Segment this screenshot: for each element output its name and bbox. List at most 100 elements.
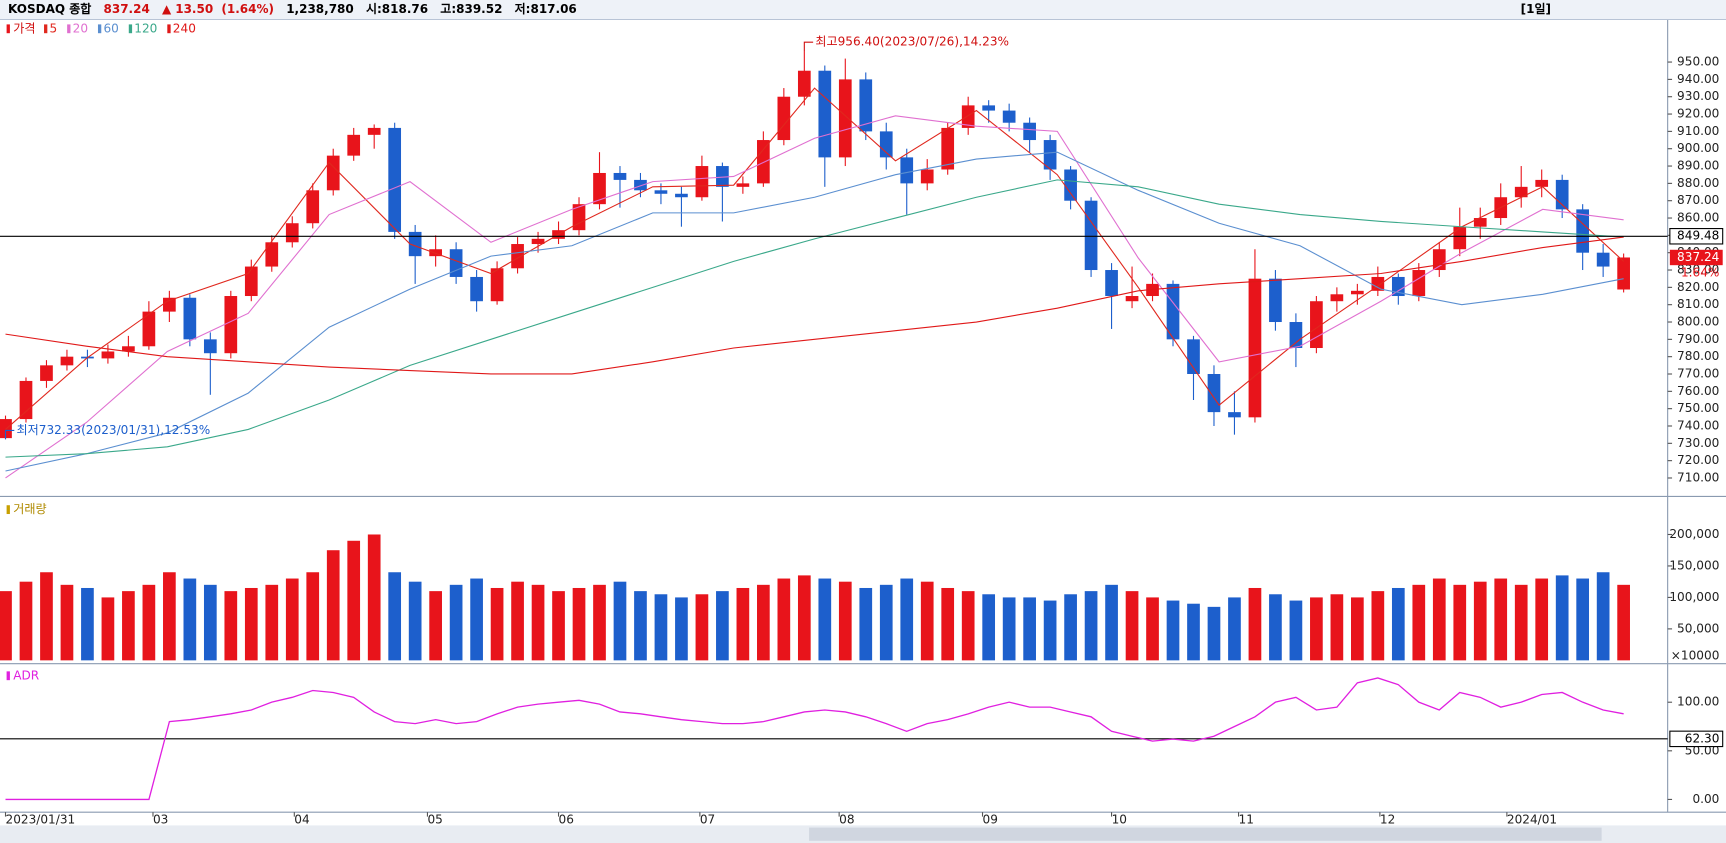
candle-body bbox=[1473, 218, 1487, 227]
reference-label: 62.30 bbox=[1685, 731, 1720, 745]
candle-body bbox=[19, 380, 33, 420]
volume-bar bbox=[81, 587, 94, 661]
period[interactable]: [1일] bbox=[1520, 2, 1551, 16]
scrollbar-thumb[interactable] bbox=[809, 827, 1602, 841]
volume-bar bbox=[1330, 594, 1344, 661]
panel-title: ADR bbox=[13, 668, 40, 682]
volume-bar bbox=[244, 587, 258, 661]
volume-bar bbox=[19, 581, 33, 661]
legend-swatch bbox=[97, 24, 102, 34]
volume-bar bbox=[163, 572, 176, 661]
price: 837.24 bbox=[103, 2, 150, 16]
volume-bar bbox=[224, 591, 238, 661]
y-tick-label: 900.00 bbox=[1677, 141, 1719, 155]
candle-body bbox=[982, 105, 996, 111]
candle-body bbox=[163, 297, 176, 312]
candle-body bbox=[101, 351, 115, 359]
volume-bar bbox=[982, 594, 996, 661]
volume-bar bbox=[1596, 572, 1610, 661]
candle-body bbox=[572, 204, 586, 231]
annotation-arrow bbox=[4, 429, 15, 440]
volume-bar bbox=[1269, 594, 1282, 661]
volume-bar bbox=[1473, 581, 1487, 661]
legend-swatch bbox=[6, 24, 10, 34]
candle-body bbox=[449, 249, 463, 277]
volume-bar bbox=[142, 584, 156, 661]
candle-body bbox=[1453, 226, 1467, 250]
volume-bar bbox=[593, 584, 606, 661]
candle-body bbox=[388, 127, 402, 232]
candle-body bbox=[1002, 110, 1016, 123]
volume-bar bbox=[183, 578, 197, 661]
volume-bar bbox=[408, 581, 422, 661]
volume-bar bbox=[60, 584, 74, 661]
volume-bar bbox=[695, 594, 709, 661]
candle-body bbox=[1207, 374, 1221, 413]
candle-body bbox=[40, 365, 53, 381]
x-tick-label: 08 bbox=[839, 812, 854, 826]
candle-body bbox=[306, 190, 320, 224]
volume-bar bbox=[757, 584, 770, 661]
candle-body bbox=[122, 346, 135, 352]
volume-bar bbox=[1535, 578, 1549, 661]
volume-bar bbox=[1289, 600, 1303, 661]
candle-body bbox=[1576, 209, 1590, 253]
candle-body bbox=[490, 268, 504, 302]
volume-bar bbox=[654, 594, 668, 661]
y-tick-label: 750.00 bbox=[1677, 401, 1719, 415]
reference-label-box bbox=[1669, 730, 1724, 748]
candle-body bbox=[285, 223, 299, 243]
volume-bar bbox=[429, 591, 442, 661]
y-tick-label: 870.00 bbox=[1677, 193, 1719, 207]
y-tick-label: 100,000 bbox=[1669, 590, 1719, 604]
candle-body bbox=[1105, 270, 1118, 297]
y-tick-label: 0.00 bbox=[1692, 792, 1719, 806]
candle-body bbox=[265, 242, 279, 267]
candle-body bbox=[244, 266, 258, 297]
candle-body bbox=[1310, 301, 1323, 349]
volume-bar bbox=[900, 578, 914, 661]
candle-body bbox=[593, 172, 606, 205]
y-tick-label: 720.00 bbox=[1677, 453, 1719, 467]
x-tick-label: 09 bbox=[983, 812, 998, 826]
volume-bar bbox=[572, 587, 586, 661]
legend-swatch bbox=[128, 24, 133, 34]
y-tick-label: 810.00 bbox=[1677, 297, 1719, 311]
y-tick-label: 50,000 bbox=[1677, 621, 1719, 635]
candle-body bbox=[1187, 339, 1200, 375]
candle-body bbox=[716, 166, 729, 187]
candle-body bbox=[654, 190, 668, 194]
volume-bar bbox=[1228, 597, 1241, 661]
candle-body bbox=[1596, 252, 1610, 267]
reference-label: 849.48 bbox=[1677, 229, 1719, 243]
y-tick-label: 940.00 bbox=[1677, 72, 1719, 86]
candle-body bbox=[60, 356, 74, 366]
candle-body bbox=[818, 70, 832, 158]
volume-bar bbox=[818, 578, 832, 661]
y-tick-label: 830.00 bbox=[1677, 263, 1719, 277]
candle-body bbox=[613, 172, 627, 180]
candle-body bbox=[1064, 169, 1077, 201]
volume-bar bbox=[1064, 594, 1077, 661]
legend-swatch bbox=[67, 24, 71, 34]
header-bar: KOSDAQ 종합 837.24 ▲ 13.50 (1.64%) 1,238,78… bbox=[0, 0, 1726, 20]
volume-bar bbox=[1002, 597, 1016, 661]
volume-bar bbox=[1514, 584, 1528, 661]
candle-body bbox=[1432, 249, 1446, 271]
legend-entry: 120 bbox=[134, 21, 157, 35]
volume-bar bbox=[1555, 575, 1569, 661]
annotation: 최저732.33(2023/01/31),12.53% bbox=[17, 423, 211, 437]
reference-label-box bbox=[1669, 228, 1724, 245]
panel-title: 거래량 bbox=[13, 502, 46, 516]
volume-bar bbox=[306, 572, 320, 661]
candle-body bbox=[920, 169, 934, 184]
change-pct: (1.64%) bbox=[221, 2, 274, 16]
volume: 1,238,780 bbox=[286, 2, 354, 16]
volume-bar bbox=[879, 584, 893, 661]
volume-bar bbox=[838, 581, 852, 661]
volume-bar bbox=[1105, 584, 1118, 661]
volume-bar bbox=[1412, 584, 1426, 661]
volume-bar bbox=[797, 575, 811, 661]
y-tick-label: 890.00 bbox=[1677, 159, 1719, 173]
volume-bar bbox=[367, 534, 381, 661]
